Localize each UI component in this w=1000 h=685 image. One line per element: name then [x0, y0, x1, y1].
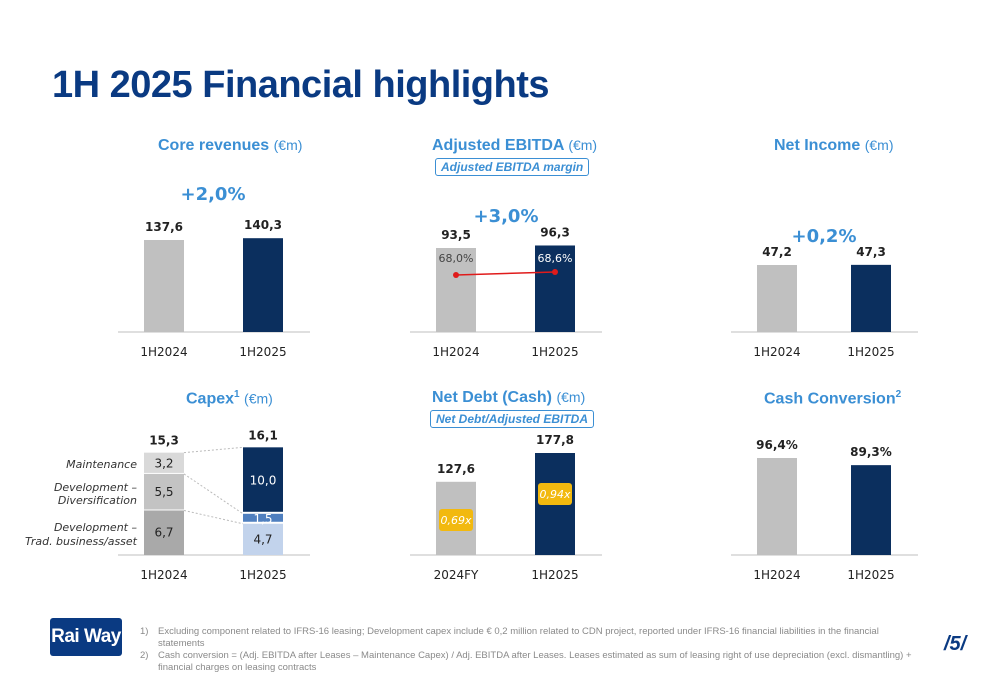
net-debt-title-main: Net Debt (Cash) — [432, 389, 553, 406]
core-revenues-title-main: Core revenues — [158, 137, 270, 154]
core-growth-label: +2,0% — [180, 184, 245, 205]
ebitda-margin-point-1H2025 — [552, 269, 558, 275]
debt-ratio-badge-2024FY — [439, 509, 473, 531]
rai-way-logo: Rai Way — [50, 618, 122, 656]
net-debt-title: Net Debt (Cash) (€m) — [432, 389, 585, 407]
ebitda-category-label-1H2024: 1H2024 — [432, 345, 479, 359]
adjusted-ebitda-title-unit: (€m) — [568, 137, 598, 153]
debt-ratio-badge-1H2025 — [538, 483, 572, 505]
cash-bar-1H2025 — [851, 465, 891, 555]
debt-value-label-2024FY: 127,6 — [437, 462, 475, 476]
net-category-label-1H2024: 1H2024 — [753, 345, 800, 359]
cash-conversion-title: Cash Conversion2 — [764, 389, 901, 408]
footnote-1-text: Excluding component related to IFRS-16 l… — [158, 626, 879, 649]
capex-legend-maintenance: Maintenance — [66, 458, 137, 471]
cash-bar-1H2024 — [757, 458, 797, 555]
footnote-1-number: 1) — [140, 626, 149, 637]
capex-segment-label-1H2025-2: 1,5 — [253, 512, 272, 526]
ebitda-category-label-1H2025: 1H2025 — [531, 345, 578, 359]
capex-bar-1H2025-segment-1 — [243, 523, 283, 555]
footnote-2: 2) Cash conversion = (Adj. EBITDA after … — [140, 650, 920, 674]
adjusted-ebitda-title-main: Adjusted EBITDA — [432, 137, 564, 154]
core-category-label-1H2024: 1H2024 — [140, 345, 187, 359]
net-growth-label: +0,2% — [791, 226, 856, 247]
capex-bar-1H2025-segment-3 — [243, 447, 283, 512]
debt-category-label-1H2025: 1H2025 — [531, 568, 578, 582]
ebitda-margin-point-1H2024 — [453, 272, 459, 278]
ebitda-value-label-1H2025: 96,3 — [540, 225, 570, 239]
core-bar-1H2025 — [243, 238, 283, 332]
core-value-label-1H2024: 137,6 — [145, 220, 183, 234]
net-value-label-1H2025: 47,3 — [856, 245, 886, 259]
ebitda-growth-label: +3,0% — [473, 206, 538, 227]
capex-title-main: Capex — [186, 390, 235, 408]
core-revenues-title: Core revenues (€m) — [158, 137, 302, 155]
debt-value-label-1H2025: 177,8 — [536, 433, 574, 447]
cash-category-label-1H2025: 1H2025 — [847, 568, 894, 582]
cash-category-label-1H2024: 1H2024 — [753, 568, 800, 582]
debt-category-label-2024FY: 2024FY — [434, 568, 479, 582]
core-value-label-1H2025: 140,3 — [244, 218, 282, 232]
capex-legend-trad-line2: Trad. business/asset — [25, 535, 138, 548]
capex-segment-label-1H2024-2: 5,5 — [154, 485, 173, 499]
net-bar-1H2025 — [851, 264, 891, 332]
capex-total-label-1H2025: 16,1 — [248, 428, 278, 442]
ebitda-value-label-1H2024: 93,5 — [441, 228, 471, 242]
page-number: /5/ — [944, 633, 967, 655]
net-category-label-1H2025: 1H2025 — [847, 345, 894, 359]
capex-segment-label-1H2025-1: 4,7 — [253, 532, 272, 546]
net-bar-1H2024 — [757, 265, 797, 332]
capex-segment-label-1H2025-3: 10,0 — [250, 474, 277, 488]
capex-legend-diversification-line2: Diversification — [58, 494, 137, 507]
capex-bar-1H2025-segment-2 — [243, 513, 283, 522]
adjusted-ebitda-title: Adjusted EBITDA (€m) — [432, 137, 597, 155]
capex-bar-1H2024-segment-2 — [144, 473, 184, 510]
cash-conversion-title-main: Cash Conversion — [764, 390, 896, 408]
core-bar-1H2024 — [144, 240, 184, 332]
footnotes: 1) Excluding component related to IFRS-1… — [140, 626, 920, 674]
cash-value-label-1H2024: 96,4% — [756, 438, 798, 452]
cash-value-label-1H2025: 89,3% — [850, 445, 892, 459]
capex-segment-label-1H2024-1: 6,7 — [154, 526, 173, 540]
capex-connector-1 — [183, 509, 244, 525]
debt-ratio-label-1H2025: 0,94x — [539, 488, 570, 501]
net-income-title-main: Net Income — [774, 137, 861, 154]
core-category-label-1H2025: 1H2025 — [239, 345, 286, 359]
net-income-title: Net Income (€m) — [774, 137, 893, 155]
capex-total-label-1H2024: 15,3 — [149, 434, 179, 448]
cash-conversion-title-footnote-ref: 2 — [895, 389, 902, 400]
capex-connector-3 — [183, 446, 244, 454]
capex-bar-1H2024-segment-1 — [144, 510, 184, 555]
page-title: 1H 2025 Financial highlights — [52, 64, 550, 106]
capex-connector-2 — [183, 473, 244, 515]
footnote-2-text: Cash conversion = (Adj. EBITDA after Lea… — [158, 650, 912, 673]
footnote-1: 1) Excluding component related to IFRS-1… — [140, 626, 920, 650]
ebitda-bar-1H2025 — [535, 245, 575, 332]
capex-title: Capex1 (€m) — [186, 389, 273, 408]
capex-title-unit: (€m) — [244, 390, 273, 407]
ebitda-margin-label: Adjusted EBITDA margin — [435, 158, 590, 176]
core-revenues-title-unit: (€m) — [273, 137, 303, 153]
ebitda-bar-1H2024 — [436, 248, 476, 332]
net-debt-title-unit: (€m) — [556, 389, 586, 405]
footnote-2-number: 2) — [140, 650, 149, 661]
capex-title-footnote-ref: 1 — [234, 389, 240, 400]
capex-category-label-1H2025: 1H2025 — [239, 568, 286, 582]
capex-category-label-1H2024: 1H2024 — [140, 568, 187, 582]
capex-legend-diversification-line1: Development – — [54, 481, 138, 494]
capex-segment-label-1H2024-3: 3,2 — [154, 456, 173, 470]
net-income-title-unit: (€m) — [864, 137, 894, 153]
capex-legend-trad-line1: Development – — [54, 521, 138, 534]
capex-bar-1H2024-segment-3 — [144, 452, 184, 473]
ebitda-margin-label-1H2024: 68,0% — [439, 252, 474, 265]
ebitda-margin-line — [455, 271, 556, 276]
debt-ratio-label-2024FY: 0,69x — [440, 514, 471, 527]
net-value-label-1H2024: 47,2 — [762, 245, 792, 259]
ebitda-margin-label-1H2025: 68,6% — [538, 252, 573, 265]
net-debt-ratio-label: Net Debt/Adjusted EBITDA — [430, 410, 595, 428]
